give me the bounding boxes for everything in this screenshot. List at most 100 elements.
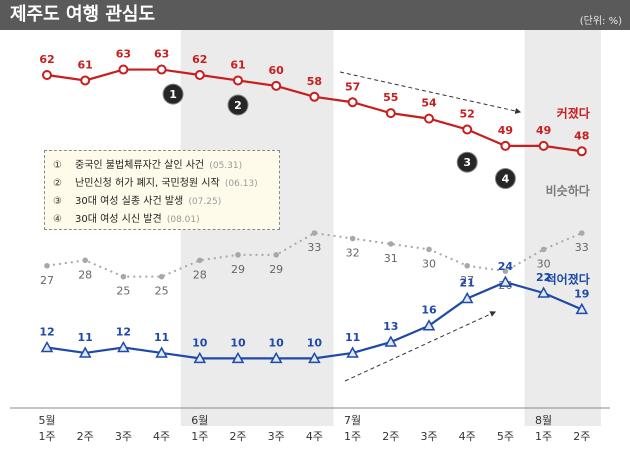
data-point [233,75,243,86]
data-point [462,124,473,135]
data-point [422,319,436,331]
series-line [46,232,583,278]
data-label: 21 [460,276,475,289]
x-tick-label: 3주 [115,430,132,443]
data-label: 49 [498,124,513,137]
data-point [231,351,245,364]
data-label: 60 [269,64,285,77]
data-label: 62 [192,53,207,66]
data-point [538,140,549,151]
data-label: 57 [345,80,360,93]
event-number: ① [53,160,62,171]
event-badge [494,168,516,190]
data-label: 28 [78,268,92,281]
x-tick-label: 4주 [459,430,476,443]
event-badge-label: 2 [234,99,242,112]
header-bar: 제주도 여행 관심도 (단위: %) [0,0,630,30]
event-number: ④ [53,214,62,225]
month-label: 8월 [535,414,552,427]
data-point [576,146,587,157]
x-tick-label: 2주 [229,430,246,443]
data-point [347,97,358,108]
data-point [384,335,398,347]
data-point [537,286,550,298]
downtrend-arrow [339,71,522,114]
data-label: 10 [269,336,285,349]
data-label: 30 [537,257,551,270]
event-legend-item: ④ 30대 여성 시신 발견 (08.01) [53,211,279,229]
data-label: 19 [574,287,589,300]
data-label: 33 [575,241,589,254]
event-date: (07.25) [188,197,222,207]
data-label: 29 [231,263,245,276]
event-number: ③ [53,196,62,207]
month-label: 7월 [344,414,361,427]
event-badge [162,83,184,105]
event-badge-label: 1 [169,88,177,101]
x-tick-label: 2주 [77,430,94,443]
data-label: 58 [307,75,322,88]
data-point [44,262,50,269]
data-label: 48 [574,129,589,142]
data-point [117,340,130,353]
event-legend-item: ① 중국인 불법체류자간 살인 사건 (05.31) [53,157,279,175]
event-badge-label: 3 [463,156,471,169]
data-point [273,252,280,258]
data-label: 61 [230,58,245,71]
event-date: (06.13) [224,179,258,189]
data-point [80,75,91,86]
data-label: 33 [307,241,321,254]
data-label: 52 [460,108,475,121]
event-legend: ① 중국인 불법체류자간 살인 사건 (05.31) ② 난민신청 허가 폐지, 국… [44,150,280,230]
data-point [235,252,241,258]
data-label: 27 [460,274,474,287]
data-label: 22 [536,271,551,284]
data-label: 32 [346,247,360,260]
x-tick-label: 1주 [344,430,361,443]
data-point [193,351,207,364]
data-label: 10 [307,336,323,349]
data-point [120,273,127,280]
data-point [502,268,509,275]
x-tick-label: 1주 [38,430,55,443]
data-label: 63 [116,48,131,61]
x-tick-label: 2주 [382,430,399,443]
series-name-label: 비슷하다 [546,183,590,198]
event-number: ② [53,178,62,189]
data-point [426,246,432,253]
data-point [82,257,88,264]
data-label: 11 [345,331,360,344]
x-tick-label: 4주 [153,430,170,443]
event-legend-item: ② 난민신청 허가 폐지, 국민청원 시작 (06.13) [53,175,279,193]
data-point [156,64,167,75]
data-point [464,262,471,269]
data-point [78,346,92,358]
data-point [271,80,282,91]
data-point [42,70,52,80]
data-label: 29 [269,263,283,276]
data-point [308,351,321,364]
data-label: 25 [116,285,130,298]
data-point [460,291,474,304]
data-point [309,91,320,102]
x-tick-label: 5주 [497,430,514,443]
data-label: 55 [383,91,398,104]
data-label: 49 [536,124,551,137]
data-point [194,70,205,80]
shaded-period [524,30,601,426]
series-name-label: 적어졌다 [546,271,590,286]
data-point [118,64,129,75]
data-label: 12 [39,326,54,339]
data-label: 27 [40,274,54,287]
event-date: (05.31) [209,161,243,171]
data-point [579,230,585,236]
data-point [269,351,283,364]
data-point [349,235,356,242]
data-label: 63 [154,48,169,61]
x-tick-label: 3주 [268,430,285,443]
data-point [385,108,396,119]
data-label: 62 [39,53,54,66]
event-badge [227,94,249,116]
x-tick-label: 3주 [420,430,437,443]
unit-label: (단위: %) [579,16,622,27]
